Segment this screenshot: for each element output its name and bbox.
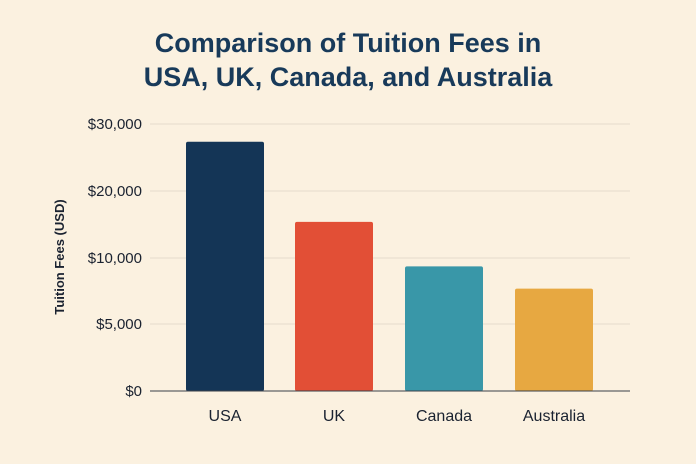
- bar-uk: [295, 221, 373, 391]
- y-tick-label: $30,000: [88, 116, 142, 133]
- chart-title-line-1: Comparison of Tuition Fees in: [154, 28, 542, 58]
- y-tick-label: $10,000: [88, 250, 142, 267]
- x-tick-label: UK: [323, 408, 346, 425]
- y-tick-labels: $0 $5,000 $10,000 $20,000 $30,000: [88, 116, 142, 400]
- bar-usa: [186, 141, 264, 391]
- chart-title: Comparison of Tuition Fees in USA, UK, C…: [0, 26, 696, 94]
- x-tick-label: Canada: [416, 408, 472, 425]
- y-tick-label: $0: [125, 383, 142, 400]
- x-tick-labels: USA UK Canada Australia: [209, 408, 586, 425]
- bar-canada: [405, 266, 483, 391]
- bar-australia: [515, 288, 593, 391]
- y-axis-label: Tuition Fees (USD): [52, 199, 67, 314]
- chart-title-line-2: USA, UK, Canada, and Australia: [143, 62, 553, 92]
- y-tick-label: $5,000: [96, 316, 142, 333]
- x-tick-label: Australia: [523, 408, 585, 425]
- y-tick-label: $20,000: [88, 183, 142, 200]
- x-tick-label: USA: [209, 408, 242, 425]
- bars: [186, 141, 593, 391]
